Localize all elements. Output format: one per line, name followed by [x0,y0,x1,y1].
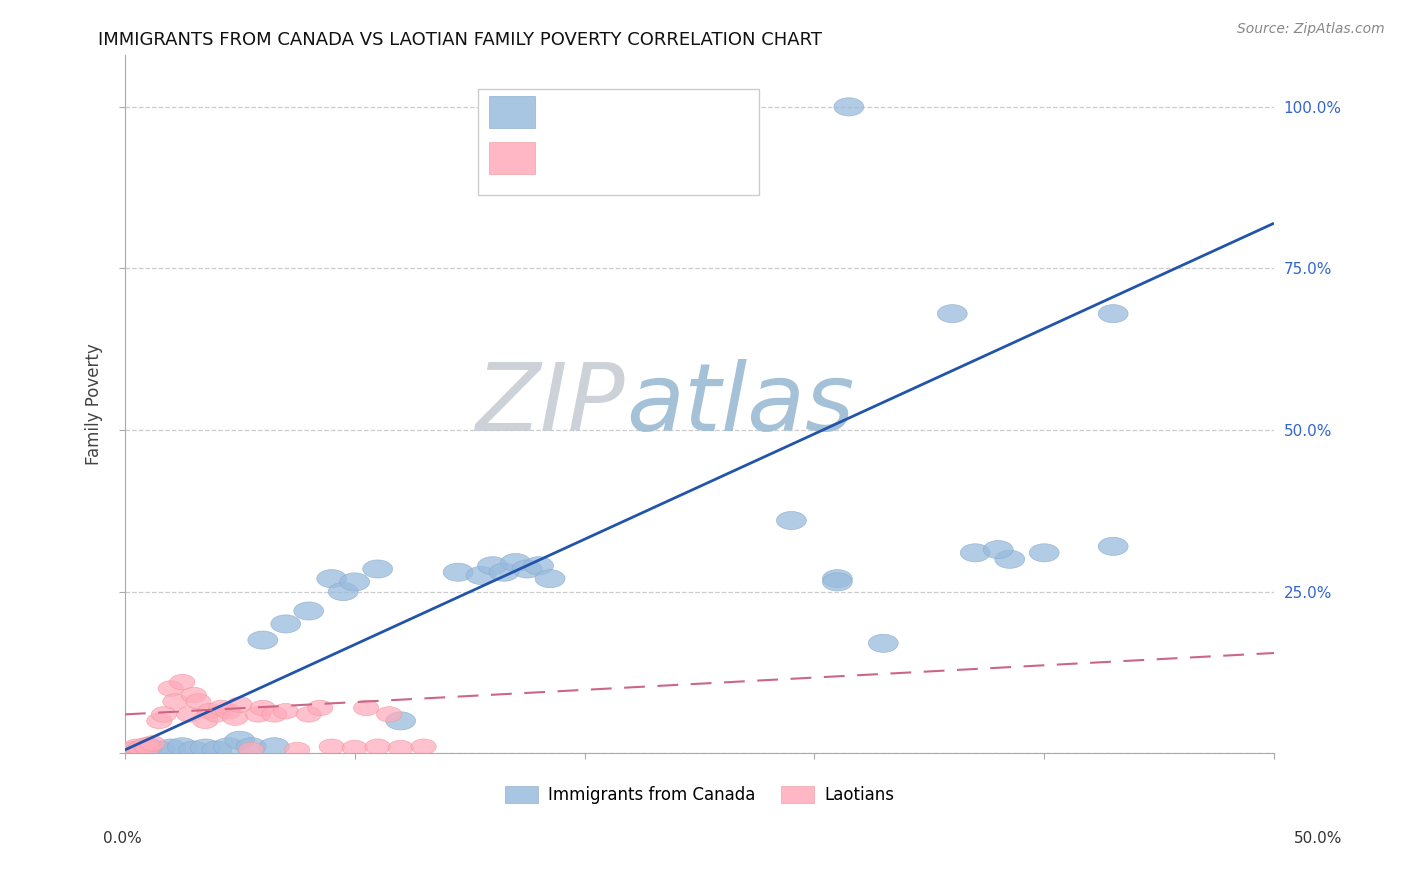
FancyBboxPatch shape [489,142,536,174]
Ellipse shape [135,740,160,756]
Ellipse shape [181,687,207,703]
Ellipse shape [190,739,221,757]
Ellipse shape [250,700,276,715]
Ellipse shape [308,700,333,715]
FancyBboxPatch shape [478,88,759,194]
Ellipse shape [120,742,145,757]
Ellipse shape [152,706,177,723]
Ellipse shape [512,560,541,578]
Ellipse shape [163,694,188,709]
Ellipse shape [236,738,266,756]
Ellipse shape [271,615,301,633]
Ellipse shape [284,742,309,757]
Text: Source: ZipAtlas.com: Source: ZipAtlas.com [1237,22,1385,37]
Ellipse shape [197,704,222,719]
Ellipse shape [1098,305,1128,323]
Ellipse shape [214,738,243,756]
Ellipse shape [938,305,967,323]
Ellipse shape [523,557,554,574]
Ellipse shape [246,706,271,723]
Text: ZIP: ZIP [475,359,624,450]
Ellipse shape [823,573,852,591]
Ellipse shape [377,706,402,723]
Ellipse shape [823,570,852,588]
Ellipse shape [501,553,530,572]
Ellipse shape [340,573,370,591]
Ellipse shape [225,731,254,749]
Ellipse shape [134,738,163,756]
Ellipse shape [388,740,413,756]
Ellipse shape [411,739,436,755]
Ellipse shape [157,681,183,697]
Ellipse shape [139,736,165,751]
Ellipse shape [995,550,1025,568]
Ellipse shape [294,602,323,620]
FancyBboxPatch shape [489,96,536,128]
Ellipse shape [121,741,152,759]
Ellipse shape [316,570,347,588]
Text: R = 0.080   N = 36: R = 0.080 N = 36 [547,147,717,165]
Ellipse shape [363,560,392,578]
Ellipse shape [247,631,277,649]
Ellipse shape [262,706,287,723]
Ellipse shape [222,710,247,725]
Ellipse shape [156,739,186,757]
Ellipse shape [319,739,344,755]
Ellipse shape [124,739,149,755]
Ellipse shape [228,697,253,713]
Ellipse shape [208,700,233,715]
Ellipse shape [353,700,378,715]
Ellipse shape [177,706,202,723]
Ellipse shape [167,738,197,756]
Ellipse shape [128,740,153,756]
Ellipse shape [1029,544,1059,562]
Ellipse shape [170,674,195,690]
Ellipse shape [204,706,229,723]
Ellipse shape [202,741,232,759]
Ellipse shape [215,704,240,719]
Ellipse shape [193,713,218,729]
Ellipse shape [467,566,496,584]
Ellipse shape [259,738,290,756]
Ellipse shape [342,740,367,756]
Ellipse shape [443,563,472,582]
Text: R =  0.749   N = 36: R = 0.749 N = 36 [547,103,723,120]
Ellipse shape [134,738,157,753]
Legend: Immigrants from Canada, Laotians: Immigrants from Canada, Laotians [498,780,901,811]
Ellipse shape [328,582,359,600]
Ellipse shape [146,713,172,729]
Ellipse shape [186,694,211,709]
Ellipse shape [385,712,416,730]
Y-axis label: Family Poverty: Family Poverty [86,343,103,465]
Ellipse shape [776,511,806,530]
Ellipse shape [297,706,322,723]
Text: atlas: atlas [626,359,855,450]
Ellipse shape [869,634,898,652]
Ellipse shape [366,739,391,755]
Text: 0.0%: 0.0% [103,831,142,846]
Ellipse shape [179,741,208,759]
Text: 50.0%: 50.0% [1295,831,1343,846]
Ellipse shape [489,563,519,582]
Ellipse shape [834,98,863,116]
Ellipse shape [145,741,174,759]
Ellipse shape [1098,537,1128,556]
Ellipse shape [983,541,1014,558]
Ellipse shape [536,570,565,588]
Ellipse shape [273,704,298,719]
Text: IMMIGRANTS FROM CANADA VS LAOTIAN FAMILY POVERTY CORRELATION CHART: IMMIGRANTS FROM CANADA VS LAOTIAN FAMILY… [98,31,823,49]
Ellipse shape [960,544,990,562]
Ellipse shape [239,742,264,757]
Ellipse shape [478,557,508,574]
